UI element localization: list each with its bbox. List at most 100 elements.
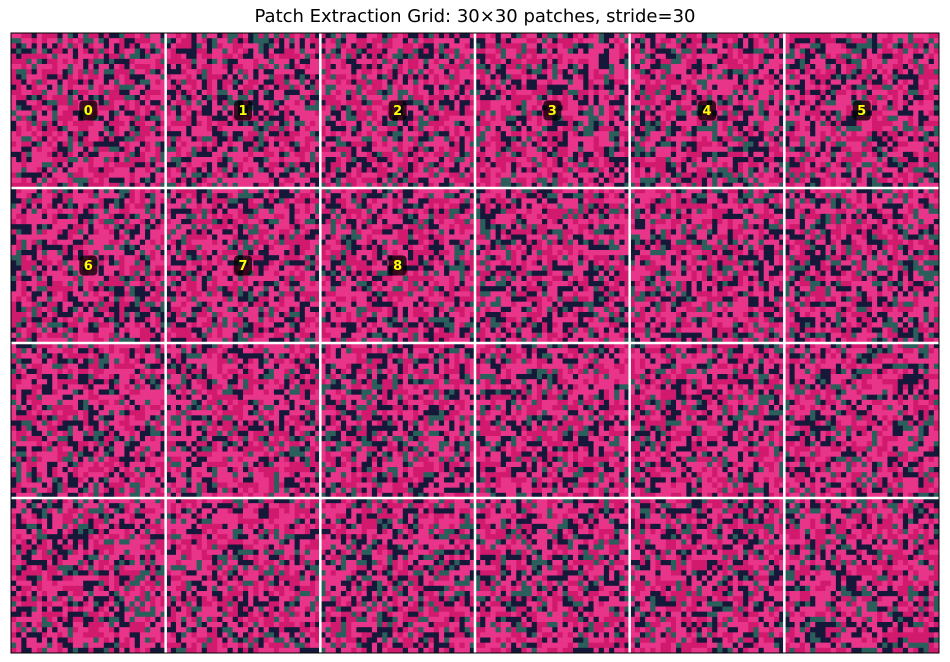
image-pixel <box>207 33 213 39</box>
image-pixel <box>929 90 935 96</box>
image-pixel <box>640 105 646 111</box>
image-pixel <box>68 116 74 122</box>
image-pixel <box>284 49 290 55</box>
image-pixel <box>583 147 589 153</box>
image-pixel <box>465 64 471 70</box>
image-pixel <box>186 43 192 49</box>
image-pixel <box>465 74 471 80</box>
image-pixel <box>11 157 17 163</box>
image-pixel <box>104 64 110 70</box>
image-pixel <box>305 131 311 137</box>
image-pixel <box>537 54 543 60</box>
image-pixel <box>305 173 311 179</box>
image-pixel <box>434 121 440 127</box>
image-pixel <box>264 105 270 111</box>
image-pixel <box>454 80 460 86</box>
image-pixel <box>753 121 759 127</box>
image-pixel <box>485 33 491 39</box>
image-pixel <box>789 136 795 142</box>
image-pixel <box>846 64 852 70</box>
image-pixel <box>26 80 32 86</box>
image-pixel <box>537 152 543 158</box>
image-pixel <box>212 142 218 148</box>
image-pixel <box>83 64 89 70</box>
image-pixel <box>599 142 605 148</box>
image-pixel <box>671 64 677 70</box>
image-pixel <box>563 69 569 75</box>
image-pixel <box>913 121 919 127</box>
image-pixel <box>465 80 471 86</box>
image-pixel <box>573 105 579 111</box>
image-pixel <box>351 74 357 80</box>
image-pixel <box>769 142 775 148</box>
image-pixel <box>604 116 610 122</box>
image-pixel <box>774 157 780 163</box>
image-pixel <box>882 152 888 158</box>
image-pixel <box>269 142 275 148</box>
image-pixel <box>325 43 331 49</box>
image-pixel <box>222 162 228 168</box>
image-pixel <box>588 162 594 168</box>
image-pixel <box>857 162 863 168</box>
image-pixel <box>418 100 424 106</box>
image-pixel <box>542 33 548 39</box>
image-pixel <box>233 126 239 132</box>
image-pixel <box>867 142 873 148</box>
image-pixel <box>21 49 27 55</box>
image-pixel <box>253 121 259 127</box>
image-pixel <box>913 162 919 168</box>
image-pixel <box>573 64 579 70</box>
image-pixel <box>887 147 893 153</box>
image-pixel <box>578 131 584 137</box>
image-pixel <box>542 167 548 173</box>
image-pixel <box>686 126 692 132</box>
image-pixel <box>887 85 893 91</box>
image-pixel <box>805 147 811 153</box>
image-pixel <box>496 80 502 86</box>
image-pixel <box>692 90 698 96</box>
image-pixel <box>594 43 600 49</box>
image-pixel <box>341 38 347 44</box>
image-pixel <box>480 54 486 60</box>
image-pixel <box>795 64 801 70</box>
image-pixel <box>300 173 306 179</box>
image-pixel <box>83 131 89 137</box>
image-pixel <box>68 85 74 91</box>
image-pixel <box>207 80 213 86</box>
image-pixel <box>310 90 316 96</box>
image-pixel <box>423 147 429 153</box>
image-pixel <box>351 59 357 65</box>
image-pixel <box>454 90 460 96</box>
image-pixel <box>671 90 677 96</box>
image-pixel <box>547 54 553 60</box>
image-pixel <box>11 126 17 132</box>
image-pixel <box>83 95 89 101</box>
image-pixel <box>862 121 868 127</box>
image-pixel <box>279 136 285 142</box>
image-pixel <box>712 147 718 153</box>
image-pixel <box>872 49 878 55</box>
image-pixel <box>857 126 863 132</box>
image-pixel <box>197 173 203 179</box>
image-pixel <box>258 100 264 106</box>
image-pixel <box>573 100 579 106</box>
image-pixel <box>697 95 703 101</box>
image-pixel <box>872 38 878 44</box>
image-pixel <box>903 59 909 65</box>
image-pixel <box>872 69 878 75</box>
image-pixel <box>717 43 723 49</box>
image-pixel <box>93 64 99 70</box>
image-pixel <box>527 111 533 117</box>
image-pixel <box>88 131 94 137</box>
image-pixel <box>702 85 708 91</box>
image-pixel <box>604 111 610 117</box>
image-pixel <box>547 59 553 65</box>
image-pixel <box>516 167 522 173</box>
image-pixel <box>109 121 115 127</box>
image-pixel <box>604 131 610 137</box>
image-pixel <box>356 74 362 80</box>
image-pixel <box>393 121 399 127</box>
image-pixel <box>908 100 914 106</box>
image-pixel <box>16 105 22 111</box>
image-pixel <box>248 54 254 60</box>
